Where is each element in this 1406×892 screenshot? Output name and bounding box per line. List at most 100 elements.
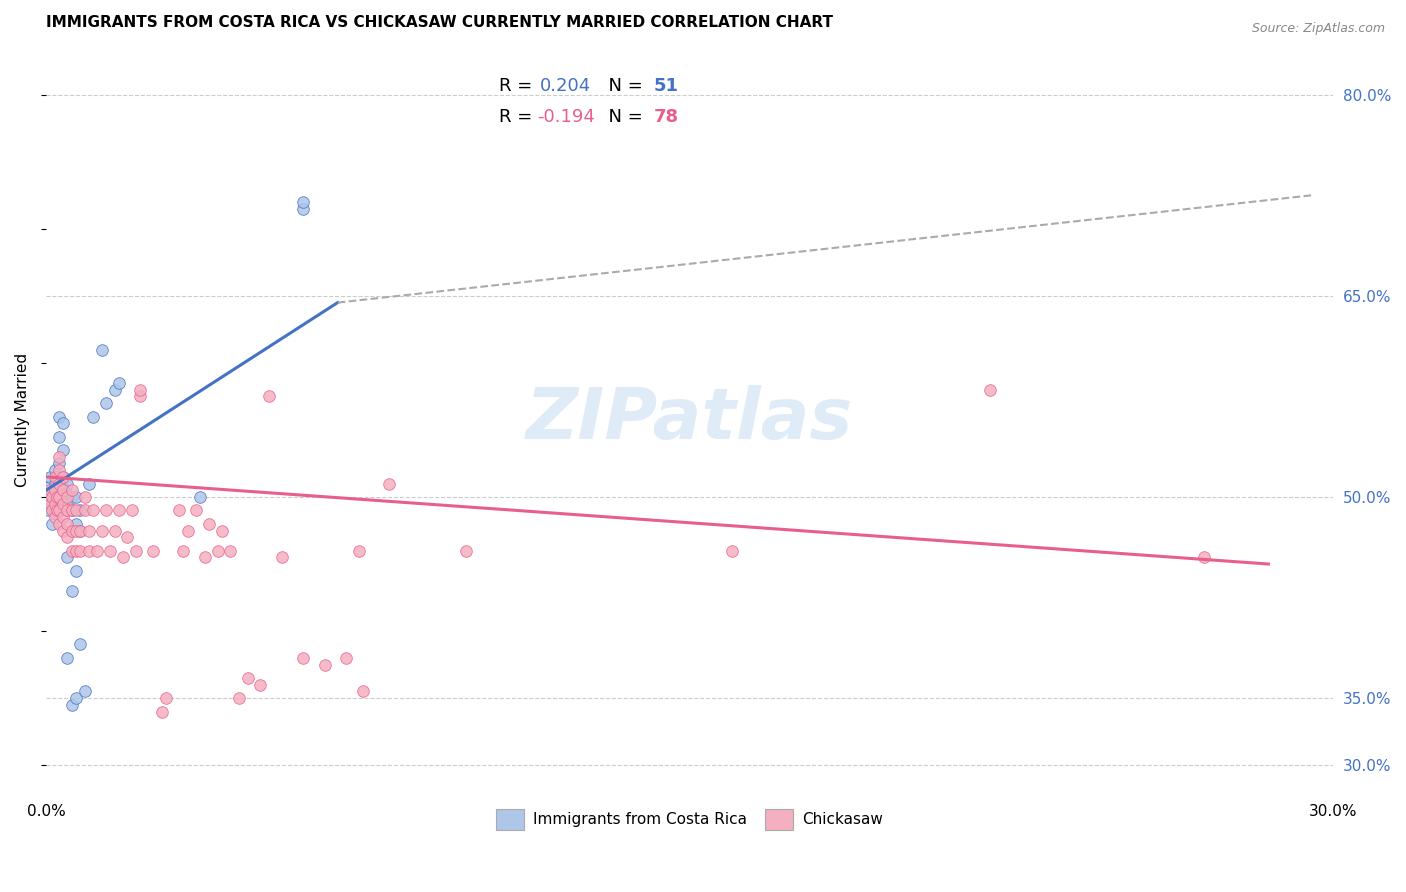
Text: R =: R = <box>499 77 538 95</box>
Point <box>41 516 63 531</box>
Point <box>94 396 117 410</box>
Point <box>292 651 315 665</box>
Point <box>125 543 148 558</box>
Point <box>721 543 744 558</box>
Point <box>108 503 131 517</box>
Point <box>69 524 91 538</box>
Point <box>184 503 207 517</box>
Point <box>60 490 83 504</box>
Point <box>48 487 70 501</box>
Point <box>48 500 70 515</box>
Point <box>60 524 83 538</box>
Point <box>77 476 100 491</box>
Point <box>52 470 75 484</box>
Point <box>39 497 62 511</box>
Point <box>292 194 315 209</box>
Point <box>48 409 70 424</box>
Legend: Immigrants from Costa Rica, Chickasaw: Immigrants from Costa Rica, Chickasaw <box>491 803 889 837</box>
Text: -0.194: -0.194 <box>537 108 595 127</box>
Point <box>194 550 217 565</box>
Point <box>60 698 83 712</box>
Point <box>48 503 70 517</box>
Point <box>48 450 70 464</box>
Point <box>150 705 173 719</box>
Point <box>60 483 83 498</box>
Text: 0.204: 0.204 <box>540 77 592 95</box>
Point <box>48 490 70 504</box>
Point <box>176 524 198 538</box>
Point <box>56 516 79 531</box>
Point <box>69 638 91 652</box>
Point <box>48 457 70 471</box>
Point <box>77 543 100 558</box>
Point <box>37 503 59 517</box>
Point <box>44 463 66 477</box>
Point <box>48 463 70 477</box>
Point <box>69 524 91 538</box>
Point <box>44 476 66 491</box>
Point <box>45 503 67 517</box>
Point <box>44 510 66 524</box>
Text: 78: 78 <box>654 108 679 127</box>
Point <box>121 503 143 517</box>
Point <box>314 657 336 672</box>
Point <box>52 510 75 524</box>
Point <box>65 524 87 538</box>
Point <box>44 490 66 504</box>
Point <box>198 516 221 531</box>
Point <box>219 543 242 558</box>
Point <box>335 651 357 665</box>
Point <box>90 524 112 538</box>
Point <box>65 564 87 578</box>
Point <box>979 383 1001 397</box>
Point <box>142 543 165 558</box>
Text: 51: 51 <box>654 77 678 95</box>
Point <box>56 503 79 517</box>
Text: Source: ZipAtlas.com: Source: ZipAtlas.com <box>1251 22 1385 36</box>
Point <box>257 389 280 403</box>
Point <box>155 691 177 706</box>
Point <box>94 503 117 517</box>
Point <box>39 483 62 498</box>
Point <box>60 503 83 517</box>
Point <box>207 543 229 558</box>
Point <box>44 497 66 511</box>
Point <box>167 503 190 517</box>
Point <box>347 543 370 558</box>
Point <box>211 524 233 538</box>
Point <box>292 202 315 216</box>
Point <box>52 470 75 484</box>
Point <box>104 524 127 538</box>
Point <box>52 483 75 498</box>
Point <box>172 543 194 558</box>
Point <box>456 543 478 558</box>
Point <box>378 476 401 491</box>
Point <box>82 409 104 424</box>
Point <box>65 490 87 504</box>
Point <box>56 503 79 517</box>
Point <box>48 474 70 488</box>
Point <box>52 443 75 458</box>
Point <box>108 376 131 390</box>
Point <box>236 671 259 685</box>
Point <box>60 583 83 598</box>
Point <box>69 503 91 517</box>
Point <box>90 343 112 357</box>
Point <box>129 383 152 397</box>
Point <box>73 503 96 517</box>
Point <box>56 550 79 565</box>
Point <box>48 476 70 491</box>
Point <box>270 550 292 565</box>
Point <box>65 543 87 558</box>
Point <box>60 503 83 517</box>
Point <box>39 479 62 493</box>
Point <box>86 543 108 558</box>
Y-axis label: Currently Married: Currently Married <box>15 353 30 487</box>
Point <box>1192 550 1215 565</box>
Point <box>82 503 104 517</box>
Point <box>49 476 72 491</box>
Point <box>73 684 96 698</box>
Point <box>112 550 135 565</box>
Point <box>98 543 121 558</box>
Point <box>129 389 152 403</box>
